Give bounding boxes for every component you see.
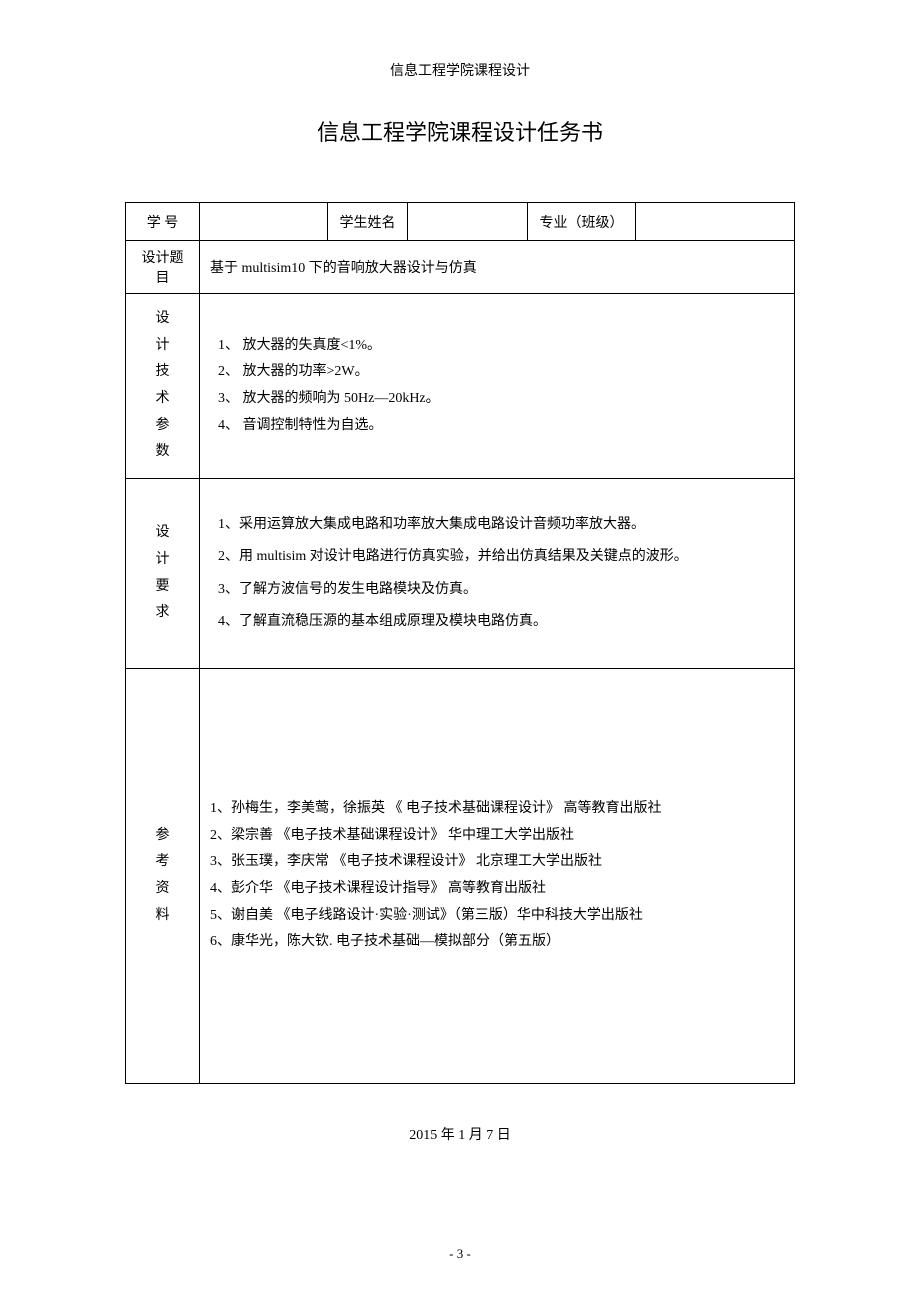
major-class-label: 专业（班级） xyxy=(528,203,636,241)
student-id-value xyxy=(200,203,328,241)
design-topic-row: 设计题目 基于 multisim10 下的音响放大器设计与仿真 xyxy=(126,241,795,294)
reference-item: 1、孙梅生，李美莺，徐振英 《 电子技术基础课程设计》 高等教育出版社 xyxy=(210,796,784,823)
label-char: 要 xyxy=(136,574,189,601)
design-params-row: 设 计 技 术 参 数 1、 放大器的失真度<1%。 2、 放大器的功率>2W。… xyxy=(126,294,795,479)
label-char: 计 xyxy=(136,333,189,360)
reference-item: 6、康华光，陈大钦. 电子技术基础—模拟部分（第五版） xyxy=(210,929,784,956)
label-char: 技 xyxy=(136,359,189,386)
reference-item: 4、彭介华 《电子技术课程设计指导》 高等教育出版社 xyxy=(210,876,784,903)
requirement-item: 2、用 multisim 对设计电路进行仿真实验，并给出仿真结果及关键点的波形。 xyxy=(210,541,784,573)
param-item: 2、 放大器的功率>2W。 xyxy=(210,359,784,386)
student-info-row: 学 号 学生姓名 专业（班级） xyxy=(126,203,795,241)
label-char: 设 xyxy=(136,520,189,547)
label-char: 参 xyxy=(136,413,189,440)
label-char: 求 xyxy=(136,600,189,627)
param-item: 3、 放大器的频响为 50Hz—20kHz。 xyxy=(210,386,784,413)
references-row: 参 考 资 料 1、孙梅生，李美莺，徐振英 《 电子技术基础课程设计》 高等教育… xyxy=(126,669,795,1084)
design-topic-value: 基于 multisim10 下的音响放大器设计与仿真 xyxy=(200,241,795,294)
major-class-value xyxy=(636,203,795,241)
design-topic-label: 设计题目 xyxy=(126,241,200,294)
student-id-label: 学 号 xyxy=(126,203,200,241)
reference-item: 5、谢自美 《电子线路设计·实验·测试》（第三版）华中科技大学出版社 xyxy=(210,903,784,930)
task-table: 学 号 学生姓名 专业（班级） 设计题目 基于 multisim10 下的音响放… xyxy=(125,202,795,1084)
requirement-item: 1、采用运算放大集成电路和功率放大集成电路设计音频功率放大器。 xyxy=(210,509,784,541)
page-title: 信息工程学院课程设计任务书 xyxy=(125,115,795,147)
reference-item: 3、张玉璞，李庆常 《电子技术课程设计》 北京理工大学出版社 xyxy=(210,849,784,876)
label-char: 料 xyxy=(136,903,189,930)
student-name-value xyxy=(408,203,528,241)
label-char: 术 xyxy=(136,386,189,413)
param-item: 4、 音调控制特性为自选。 xyxy=(210,413,784,440)
label-char: 设 xyxy=(136,306,189,333)
design-requirements-content: 1、采用运算放大集成电路和功率放大集成电路设计音频功率放大器。 2、用 mult… xyxy=(200,479,795,669)
page-number: - 3 - xyxy=(0,1246,920,1262)
label-char: 资 xyxy=(136,876,189,903)
label-char: 数 xyxy=(136,439,189,466)
references-content: 1、孙梅生，李美莺，徐振英 《 电子技术基础课程设计》 高等教育出版社 2、梁宗… xyxy=(200,669,795,1084)
page-header: 信息工程学院课程设计 xyxy=(125,60,795,80)
design-requirements-label: 设 计 要 求 xyxy=(126,479,200,669)
design-params-content: 1、 放大器的失真度<1%。 2、 放大器的功率>2W。 3、 放大器的频响为 … xyxy=(200,294,795,479)
param-item: 1、 放大器的失真度<1%。 xyxy=(210,333,784,360)
requirement-item: 4、了解直流稳压源的基本组成原理及模块电路仿真。 xyxy=(210,606,784,638)
design-params-label: 设 计 技 术 参 数 xyxy=(126,294,200,479)
references-label: 参 考 资 料 xyxy=(126,669,200,1084)
student-name-label: 学生姓名 xyxy=(328,203,408,241)
label-char: 考 xyxy=(136,849,189,876)
label-char: 参 xyxy=(136,823,189,850)
design-requirements-row: 设 计 要 求 1、采用运算放大集成电路和功率放大集成电路设计音频功率放大器。 … xyxy=(126,479,795,669)
label-char: 计 xyxy=(136,547,189,574)
requirement-item: 3、了解方波信号的发生电路模块及仿真。 xyxy=(210,574,784,606)
reference-item: 2、梁宗善 《电子技术基础课程设计》 华中理工大学出版社 xyxy=(210,823,784,850)
date-text: 2015 年 1 月 7 日 xyxy=(125,1124,795,1144)
